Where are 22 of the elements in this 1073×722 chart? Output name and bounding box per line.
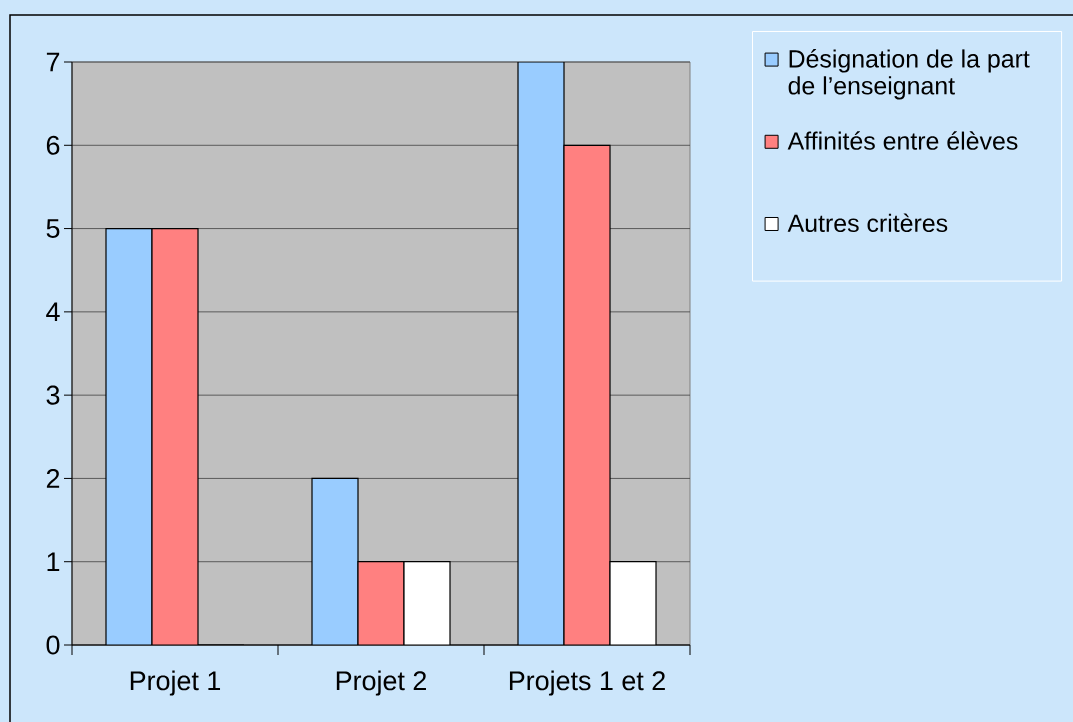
y-tick-label: 3 (46, 385, 60, 405)
x-tick-label: Projet 1 (130, 670, 221, 696)
legend-label: Autres critères (787, 213, 948, 233)
bar (404, 561, 450, 645)
y-tick-label: 0 (46, 635, 60, 655)
y-tick-label: 2 (46, 469, 60, 488)
legend-label: Affinités entre élèves (787, 131, 1018, 150)
y-tick-label: 5 (46, 219, 60, 238)
y-tick-label: 7 (46, 52, 60, 72)
bar (312, 478, 358, 645)
y-tick-label: 4 (46, 302, 60, 322)
bar (563, 144, 611, 645)
x-tick-label: Projets 1 et 2 (509, 670, 665, 696)
legend-label: Désignation de la part de l’enseignant (788, 49, 1030, 100)
bar (358, 561, 404, 645)
bar (152, 228, 198, 645)
y-tick-label: 6 (46, 135, 60, 155)
y-tick-label: 1 (47, 552, 60, 571)
bar (106, 228, 152, 645)
bar (609, 561, 657, 645)
x-tick-label: Projet 2 (336, 670, 426, 696)
bar (517, 62, 565, 645)
